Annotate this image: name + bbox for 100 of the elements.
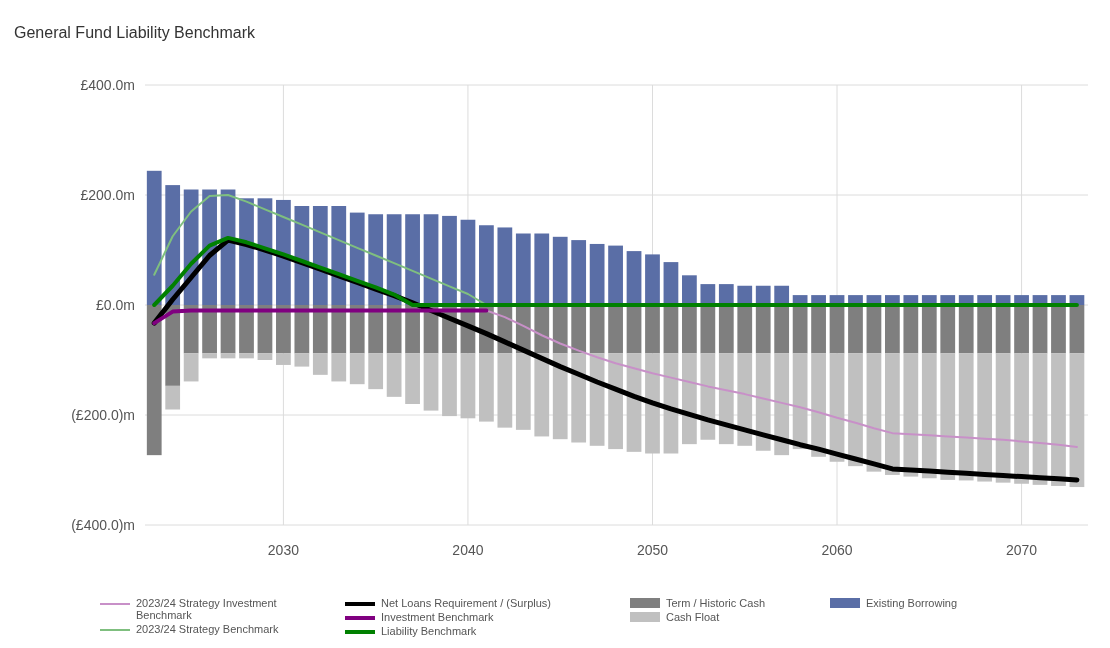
bar bbox=[442, 215, 457, 305]
bar bbox=[183, 353, 199, 382]
bar bbox=[1069, 353, 1085, 488]
bar bbox=[552, 353, 568, 440]
bar bbox=[442, 353, 457, 417]
bar bbox=[792, 305, 808, 354]
bar bbox=[165, 305, 181, 386]
bar bbox=[534, 353, 550, 437]
bar bbox=[774, 353, 790, 456]
bar bbox=[1014, 353, 1029, 484]
x-tick-label: 2040 bbox=[452, 542, 484, 558]
legend-label: Term / Historic Cash bbox=[666, 597, 766, 609]
bar bbox=[239, 198, 254, 305]
bar bbox=[552, 305, 568, 354]
bar bbox=[460, 219, 476, 305]
bar bbox=[239, 305, 254, 354]
bar bbox=[608, 305, 623, 354]
bar bbox=[294, 353, 310, 367]
bar bbox=[294, 305, 310, 354]
chart-title: General Fund Liability Benchmark bbox=[14, 24, 257, 41]
bar bbox=[903, 305, 919, 354]
bar bbox=[903, 353, 919, 477]
bar bbox=[608, 353, 623, 450]
bar bbox=[405, 214, 420, 305]
bar bbox=[1069, 305, 1085, 354]
bar bbox=[921, 305, 937, 354]
legend-label: 2023/24 Strategy Investment Benchmark bbox=[136, 597, 277, 621]
bar bbox=[682, 275, 697, 305]
bar bbox=[1032, 353, 1048, 485]
bar bbox=[331, 305, 347, 354]
bar bbox=[718, 305, 734, 354]
bar bbox=[626, 305, 642, 354]
x-tick-label: 2050 bbox=[636, 542, 669, 558]
bar bbox=[276, 305, 291, 354]
bar bbox=[682, 305, 697, 354]
bar bbox=[497, 227, 513, 305]
bar bbox=[312, 206, 328, 305]
bar bbox=[202, 353, 217, 359]
legend-label: Investment Benchmark bbox=[381, 611, 494, 623]
y-tick-label: (£400.0)m bbox=[71, 516, 135, 533]
y-tick-label: £0.0m bbox=[96, 296, 135, 313]
bar bbox=[202, 305, 217, 354]
bar bbox=[349, 212, 365, 305]
bar bbox=[811, 305, 826, 354]
bar bbox=[718, 353, 734, 445]
bar bbox=[608, 245, 623, 305]
bar bbox=[718, 284, 734, 305]
bar bbox=[368, 305, 384, 354]
legend-label: Cash Float bbox=[666, 611, 720, 623]
bar bbox=[885, 305, 900, 354]
bar bbox=[1032, 305, 1048, 354]
bar bbox=[737, 305, 753, 354]
bar bbox=[571, 353, 587, 443]
bar bbox=[589, 305, 605, 354]
bar bbox=[276, 199, 291, 305]
bar bbox=[626, 251, 642, 305]
bar bbox=[848, 353, 863, 467]
bar bbox=[276, 353, 291, 365]
bar bbox=[663, 305, 679, 354]
bar bbox=[589, 243, 605, 305]
bar bbox=[146, 170, 162, 305]
bar bbox=[368, 214, 384, 305]
bar bbox=[921, 353, 937, 479]
bar bbox=[737, 353, 753, 446]
x-tick-label: 2030 bbox=[267, 542, 300, 558]
bar bbox=[386, 214, 402, 305]
bar bbox=[368, 353, 384, 390]
bar bbox=[257, 353, 273, 360]
bar bbox=[423, 353, 439, 411]
x-tick-label: 2060 bbox=[821, 542, 853, 558]
bar bbox=[515, 233, 531, 305]
bar bbox=[165, 385, 181, 410]
bar bbox=[977, 353, 993, 482]
bar bbox=[589, 353, 605, 446]
bar bbox=[682, 353, 697, 445]
y-tick-label: £400.0m bbox=[80, 76, 135, 93]
bar bbox=[866, 305, 882, 354]
bar bbox=[571, 305, 587, 354]
bar bbox=[700, 305, 716, 354]
bar bbox=[534, 233, 550, 305]
line-series bbox=[485, 309, 1078, 448]
bar bbox=[958, 305, 974, 354]
bar bbox=[885, 353, 900, 475]
bar bbox=[829, 305, 845, 354]
bar bbox=[645, 305, 660, 354]
legend-label: Liability Benchmark bbox=[381, 625, 477, 637]
bar bbox=[645, 353, 660, 454]
bar bbox=[1051, 353, 1066, 486]
bar bbox=[405, 353, 420, 404]
bar bbox=[497, 353, 513, 428]
bar bbox=[183, 305, 199, 354]
bar bbox=[774, 305, 790, 354]
bar bbox=[811, 353, 826, 457]
bar bbox=[312, 353, 328, 375]
bar bbox=[331, 206, 347, 305]
bar bbox=[866, 353, 882, 472]
y-tick-label: £200.0m bbox=[80, 186, 135, 203]
legend-label: Existing Borrowing bbox=[866, 597, 958, 609]
bar bbox=[700, 284, 716, 305]
bar bbox=[663, 262, 679, 305]
